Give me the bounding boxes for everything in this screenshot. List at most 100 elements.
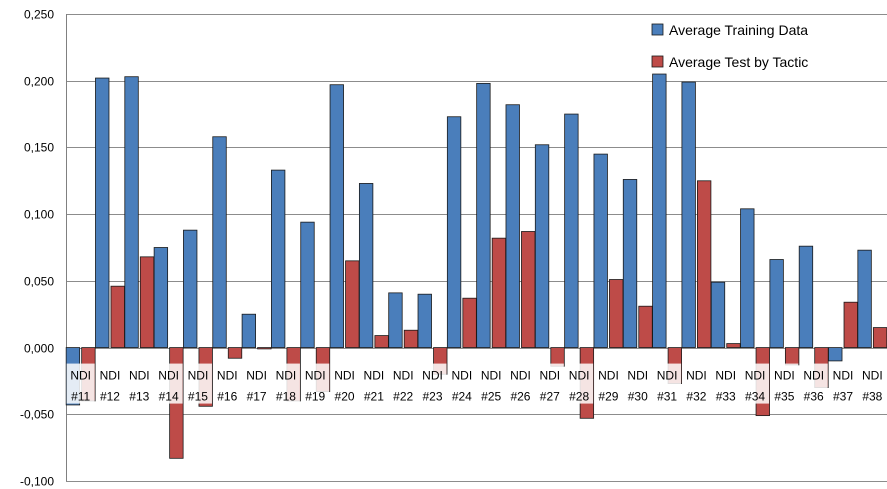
bar-training [300, 221, 315, 348]
x-tick-label-bg [301, 363, 330, 404]
bar-training [652, 73, 667, 348]
bar-test [726, 343, 741, 348]
x-tick-label-line2: #29 [598, 390, 618, 404]
bar-training [505, 104, 520, 348]
bar-training [534, 144, 550, 348]
x-tick-label-line1: NDI [452, 369, 473, 383]
x-tick-label-line2: #28 [569, 390, 589, 404]
x-tick-label-line2: #21 [364, 390, 384, 404]
x-tick-label-line2: #18 [276, 390, 296, 404]
x-tick-label-bg [477, 363, 506, 404]
x-tick-label-line1: NDI [862, 369, 883, 383]
x-tick-label-line1: NDI [364, 369, 385, 383]
x-tick-label-line2: #14 [159, 390, 179, 404]
x-tick-label-bg [741, 363, 770, 404]
x-tick-label-bg [359, 363, 388, 404]
x-tick-label-bg [213, 363, 242, 404]
bar-training [798, 245, 814, 348]
bar-test [462, 297, 477, 348]
bar-test [403, 329, 419, 348]
x-tick-label: NDI #31 [653, 363, 682, 404]
x-tick-label-line1: NDI [510, 369, 531, 383]
x-tick-label-line1: NDI [481, 369, 502, 383]
x-tick-label-bg [330, 363, 359, 404]
x-tick-label-line2: #31 [657, 390, 677, 404]
x-tick-label-bg [565, 363, 594, 404]
x-tick-label-line1: NDI [598, 369, 619, 383]
x-tick-label-line1: NDI [745, 369, 766, 383]
x-tick-label-bg [799, 363, 828, 404]
x-tick-label: NDI #26 [506, 363, 535, 404]
bar-test [491, 237, 507, 348]
x-tick-label: NDI #12 [95, 363, 124, 404]
bar-test [227, 347, 243, 359]
y-tick-label: 0,000 [24, 342, 54, 356]
y-tick-label: 0,150 [24, 141, 54, 155]
bar-training [388, 292, 403, 348]
x-tick-label-line1: NDI [217, 369, 238, 383]
bar-test [374, 335, 389, 348]
x-tick-label: NDI #14 [154, 363, 183, 404]
x-tick-label: NDI #25 [477, 363, 506, 404]
bar-test [697, 180, 712, 348]
x-tick-label-bg [125, 363, 154, 404]
legend-item-training: Average Training Data [651, 22, 808, 38]
x-tick-label-bg [418, 363, 447, 404]
x-tick-label-line1: NDI [803, 369, 824, 383]
bar-test [110, 285, 125, 348]
x-tick-label: NDI #13 [125, 363, 154, 404]
x-tick-label-line1: NDI [657, 369, 678, 383]
x-tick-label-line2: #12 [100, 390, 120, 404]
x-tick-label: NDI #11 [66, 363, 95, 404]
x-tick-label-line2: #11 [71, 390, 90, 404]
x-tick-label: NDI #36 [799, 363, 828, 404]
legend-swatch [651, 23, 664, 36]
x-tick-label-bg [447, 363, 476, 404]
legend-swatch [651, 55, 664, 68]
x-tick-label-line1: NDI [188, 369, 209, 383]
bar-test [638, 305, 653, 348]
bar-training [740, 208, 755, 348]
x-tick-label-line2: #34 [745, 390, 765, 404]
x-tick-label-line1: NDI [100, 369, 121, 383]
bar-test [784, 347, 800, 366]
bar-test [521, 231, 536, 348]
bar-training [153, 247, 169, 348]
y-axis-tick-labels: -0,100 -0,050 0,000 0,050 0,100 0,150 0,200 0,2… [20, 8, 54, 489]
bar-test [609, 279, 624, 348]
x-tick-label-line2: #25 [481, 390, 501, 404]
x-tick-label-line1: NDI [833, 369, 854, 383]
x-tick-label-line1: NDI [334, 369, 355, 383]
legend-label: Average Test by Tactic [669, 54, 808, 70]
x-tick-label: NDI #17 [242, 363, 271, 404]
x-tick-label: NDI #23 [418, 363, 447, 404]
bar-test [843, 301, 858, 348]
x-tick-label-bg [858, 363, 887, 404]
x-tick-label-line2: #22 [393, 390, 413, 404]
y-tick-label: -0,100 [20, 475, 54, 489]
bar-training [564, 113, 579, 348]
x-tick-label-line2: #19 [305, 390, 325, 404]
x-tick-label-line1: NDI [305, 369, 326, 383]
x-tick-label: NDI #34 [741, 363, 770, 404]
legend-item-test: Average Test by Tactic [651, 54, 808, 70]
bar-training [417, 293, 432, 348]
bar-test [257, 347, 272, 350]
bar-training [241, 313, 256, 348]
x-tick-label-line2: #33 [716, 390, 736, 404]
x-tick-label-line2: #20 [335, 390, 355, 404]
x-tick-label-bg [535, 363, 564, 404]
bar-test [872, 327, 887, 348]
bar-training [329, 84, 344, 348]
bar-training [681, 81, 696, 348]
x-tick-label-line1: NDI [246, 369, 267, 383]
legend: Average Training Data Average Test by Tac… [651, 22, 808, 70]
y-tick-label: 0,050 [24, 275, 54, 289]
x-tick-label-bg [682, 363, 711, 404]
x-axis-tick-labels: NDI #11 NDI #12 NDI #13 NDI #14 NDI #15 NDI #16 NDI #… [66, 363, 887, 404]
x-tick-label-line1: NDI [715, 369, 736, 383]
x-tick-label-line1: NDI [158, 369, 179, 383]
bar-training [212, 136, 227, 348]
